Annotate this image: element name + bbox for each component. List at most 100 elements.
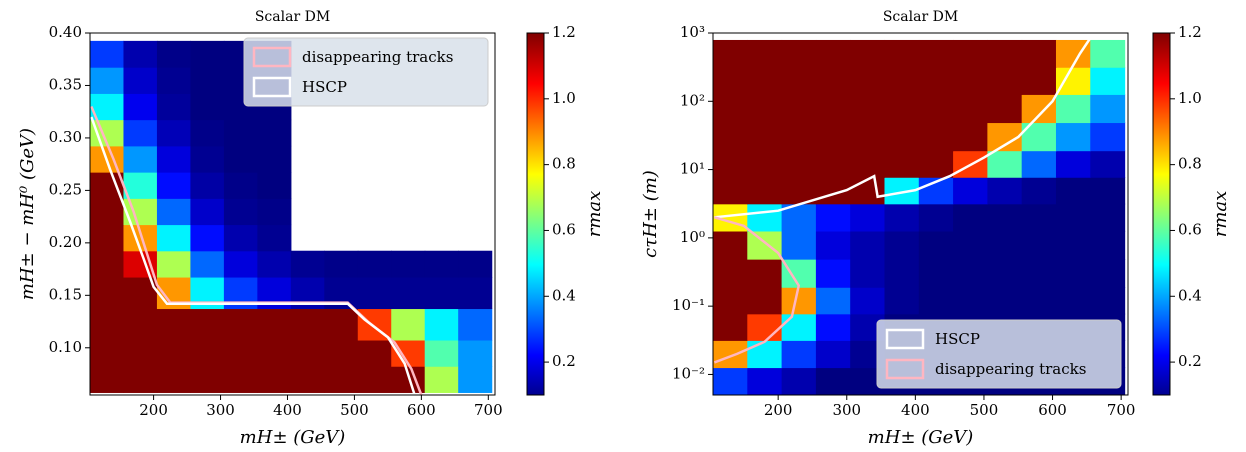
cell	[458, 250, 493, 278]
cell	[747, 203, 783, 232]
colorbar-tick-label: 0.2	[552, 352, 576, 370]
cell	[884, 230, 920, 260]
cell	[850, 259, 886, 288]
cell	[156, 224, 192, 252]
x-tick-label: 300	[832, 401, 861, 419]
colorbar-tick-label: 0.6	[552, 220, 576, 238]
cell	[1021, 94, 1057, 124]
cell	[987, 177, 1023, 205]
cell	[123, 93, 158, 121]
cell	[953, 177, 988, 205]
cell	[1021, 67, 1057, 95]
cell	[747, 259, 783, 288]
cell	[850, 67, 886, 95]
cell	[190, 119, 225, 147]
cell	[781, 287, 817, 315]
panel: 200 300 400 500 600 700 0.10 0.15 0.20 0.25 0.30 0.…	[17, 9, 605, 448]
cell	[1055, 122, 1091, 152]
x-tick-label: 500	[340, 401, 369, 419]
cell	[1055, 230, 1091, 260]
legend-swatch	[885, 358, 925, 380]
cell	[918, 230, 954, 260]
cell	[424, 308, 459, 341]
cell	[815, 39, 851, 68]
cell	[781, 39, 817, 68]
cell	[747, 287, 783, 315]
cell	[987, 203, 1023, 232]
colorbar-tick-label: 1.2	[552, 23, 576, 41]
cell	[713, 67, 748, 95]
cell	[156, 250, 192, 278]
cell	[953, 230, 988, 260]
cell	[815, 287, 851, 315]
cell	[781, 122, 817, 152]
cell	[1090, 39, 1126, 68]
cell	[1021, 39, 1057, 68]
cell	[987, 230, 1023, 260]
cell	[156, 67, 192, 94]
cell	[781, 367, 817, 395]
y-tick-label: 10⁻²	[672, 364, 705, 382]
cell	[713, 259, 748, 288]
cell	[781, 150, 817, 178]
legend-swatch	[885, 328, 925, 350]
cell	[747, 230, 783, 260]
cell	[1090, 230, 1126, 260]
cell	[257, 366, 292, 393]
cell	[815, 367, 851, 395]
cell	[815, 340, 851, 369]
colorbar-label: rmax	[584, 191, 605, 238]
cell	[918, 122, 954, 152]
cell	[190, 172, 225, 199]
cell	[458, 308, 493, 341]
cell	[884, 67, 920, 95]
cell	[90, 308, 125, 341]
cell	[190, 198, 225, 226]
cell	[815, 150, 851, 178]
cell	[290, 366, 325, 393]
y-tick-label: 0.25	[49, 180, 82, 198]
cell	[781, 230, 817, 260]
cell	[1090, 150, 1126, 178]
chart-title: Scalar DM	[883, 9, 958, 25]
cell	[123, 40, 158, 68]
cell	[123, 145, 158, 173]
cell	[123, 308, 158, 341]
cell	[953, 287, 988, 315]
cell	[713, 287, 748, 315]
cell	[815, 122, 851, 152]
cell	[223, 119, 258, 147]
cell	[1021, 259, 1057, 288]
cell	[815, 230, 851, 260]
cell	[223, 198, 258, 226]
cell	[713, 340, 748, 369]
cell	[1021, 203, 1057, 232]
cell	[987, 150, 1023, 178]
cell	[1055, 150, 1091, 178]
y-tick-label: 0.40	[49, 23, 82, 41]
cell	[190, 67, 225, 94]
cell	[747, 340, 783, 369]
x-tick-label: 700	[474, 401, 503, 419]
cell	[747, 39, 783, 68]
x-tick-label: 400	[901, 401, 930, 419]
cell	[815, 313, 851, 341]
cell	[1021, 150, 1057, 178]
legend-label: disappearing tracks	[935, 360, 1086, 378]
cell	[987, 94, 1023, 124]
cell	[953, 259, 988, 288]
cell	[223, 250, 258, 278]
contour-line	[90, 116, 416, 395]
axes-frame	[89, 32, 496, 396]
cell	[987, 259, 1023, 288]
cell	[781, 259, 817, 288]
cell	[1055, 287, 1091, 315]
cell	[713, 230, 748, 260]
cell	[918, 203, 954, 232]
cell	[781, 67, 817, 95]
x-tick-label: 700	[1107, 401, 1136, 419]
x-tick-label: 300	[206, 401, 235, 419]
colorbar	[1152, 32, 1171, 396]
cell	[458, 276, 493, 310]
y-tick-label: 0.20	[49, 233, 82, 251]
